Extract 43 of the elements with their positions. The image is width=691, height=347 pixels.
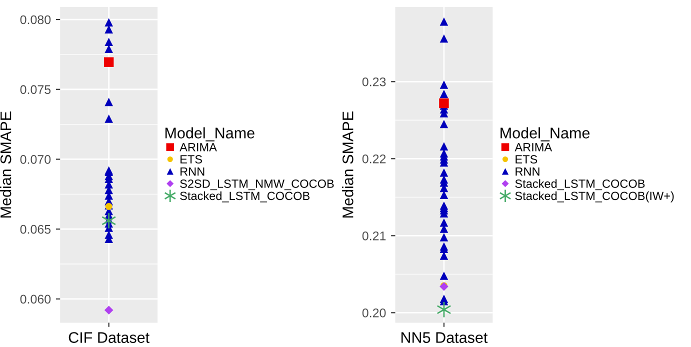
point — [440, 142, 448, 151]
point — [440, 120, 448, 128]
point — [440, 80, 448, 89]
point — [440, 17, 448, 26]
point — [440, 90, 448, 98]
y-tick-label: 0.23 — [362, 77, 386, 86]
legend-label: ARIMA — [514, 143, 552, 152]
y-tick-label: 0.080 — [20, 15, 51, 24]
y-tick-label: 0.075 — [20, 85, 51, 94]
y-tick-label: 0.20 — [362, 308, 386, 318]
y-axis-title: Median SMAPE — [0, 112, 12, 218]
point — [104, 18, 113, 26]
y-tick-label: 0.070 — [20, 155, 51, 164]
x-tick-label: NN5 Dataset — [401, 332, 488, 343]
point — [104, 306, 114, 315]
point — [440, 218, 448, 227]
legend-label: RNN — [516, 167, 540, 176]
point — [102, 212, 116, 230]
legend-label: ETS — [180, 155, 202, 164]
legend-title: Model_Name — [500, 127, 590, 142]
point — [440, 233, 448, 242]
point — [440, 34, 448, 43]
legend-label: Stacked_LSTM_COCOB(IW+) — [515, 191, 674, 202]
x-tick-label: CIF Dataset — [68, 332, 150, 343]
legend-label: Stacked_LSTM_COCOB — [180, 191, 310, 202]
legend-label: ARIMA — [180, 143, 217, 152]
point — [440, 272, 448, 280]
point — [440, 168, 448, 177]
legend-label: S2SD_LSTM_NMW_COCOB — [180, 180, 334, 190]
y-tick-label: 0.21 — [362, 231, 386, 240]
legend-label: ETS — [516, 155, 538, 164]
point — [104, 114, 113, 123]
y-tick-label: 0.060 — [20, 294, 51, 304]
point — [104, 57, 114, 67]
point — [104, 98, 113, 106]
y-tick-label: 0.065 — [20, 224, 51, 234]
y-tick-label: 0.22 — [362, 154, 386, 164]
point — [439, 98, 449, 108]
legend-label: Stacked_LSTM_COCOB — [515, 179, 645, 190]
legend-label: RNN — [180, 167, 204, 176]
point — [104, 38, 113, 46]
legend-title: Model_Name — [165, 127, 254, 142]
y-axis-title: Median SMAPE — [342, 112, 354, 218]
